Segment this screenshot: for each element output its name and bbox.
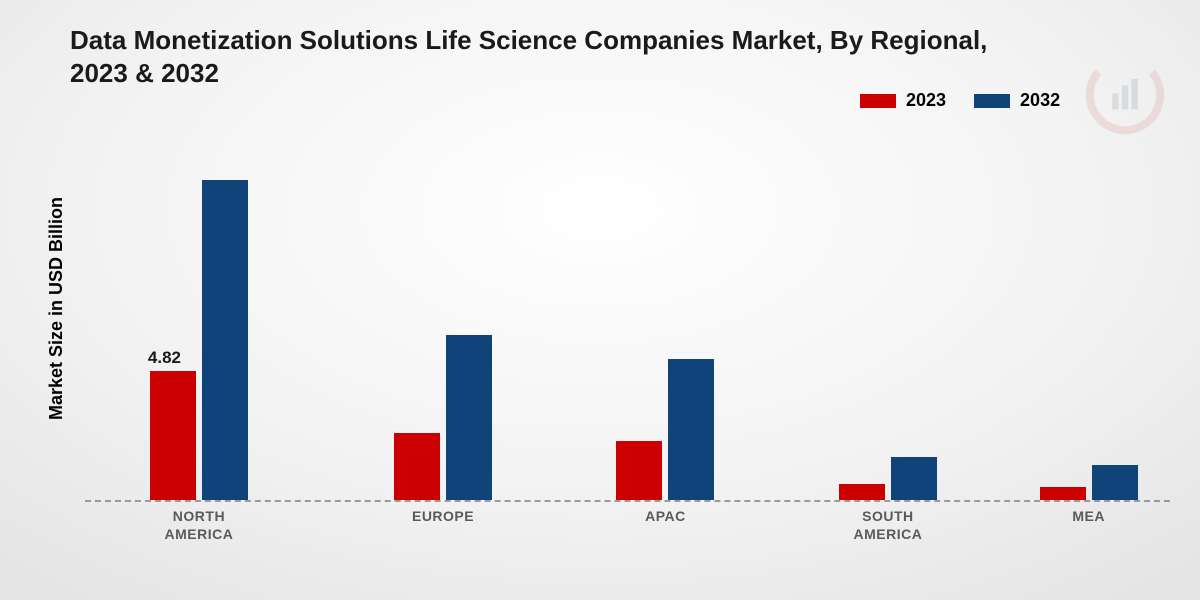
y-axis-label: Market Size in USD Billion — [46, 197, 67, 420]
x-axis-label: EUROPE — [373, 508, 513, 526]
bar — [202, 180, 248, 500]
legend-item: 2032 — [974, 90, 1060, 111]
legend-label: 2032 — [1020, 90, 1060, 111]
bar — [891, 457, 937, 500]
legend-swatch — [974, 94, 1010, 108]
legend-item: 2023 — [860, 90, 946, 111]
bar — [1092, 465, 1138, 500]
x-axis-baseline — [85, 500, 1170, 502]
bar — [839, 484, 885, 500]
bar — [150, 371, 196, 500]
legend: 2023 2032 — [860, 90, 1060, 111]
title-line-2: 2023 & 2032 — [70, 58, 219, 88]
chart-title: Data Monetization Solutions Life Science… — [70, 24, 987, 89]
legend-swatch — [860, 94, 896, 108]
bar — [616, 441, 662, 500]
bar — [394, 433, 440, 500]
plot-area: NORTHAMERICA EUROPE APAC SOUTHAMERICA MEA 4.8… — [85, 140, 1170, 560]
bar-value-label: 4.82 — [148, 348, 181, 368]
legend-label: 2023 — [906, 90, 946, 111]
logo-watermark — [1085, 55, 1165, 135]
x-axis-label: NORTHAMERICA — [129, 508, 269, 543]
bar — [1040, 487, 1086, 500]
bar — [446, 335, 492, 500]
bar — [668, 359, 714, 500]
x-axis-label: SOUTHAMERICA — [818, 508, 958, 543]
x-axis-label: MEA — [1019, 508, 1159, 526]
title-line-1: Data Monetization Solutions Life Science… — [70, 25, 987, 55]
chart-canvas: Data Monetization Solutions Life Science… — [0, 0, 1200, 600]
x-axis-label: APAC — [595, 508, 735, 526]
